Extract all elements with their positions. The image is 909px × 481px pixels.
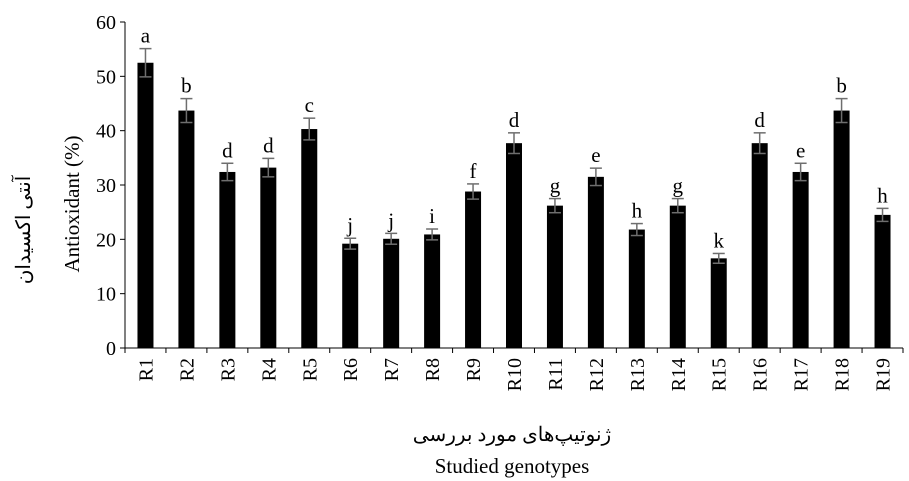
error-bar-r12 xyxy=(589,167,602,187)
significance-letter: i xyxy=(429,204,435,228)
x-tick-label: R18 xyxy=(832,358,854,391)
error-bar-r1 xyxy=(139,47,152,78)
error-bar-r16 xyxy=(753,132,766,155)
x-tick-label: R7 xyxy=(381,358,403,381)
significance-letter: g xyxy=(673,174,684,198)
error-bar-r7 xyxy=(385,232,398,245)
error-bar-r3 xyxy=(221,162,234,182)
x-axis-label: Studied genotypes xyxy=(435,454,590,478)
significance-letter: j xyxy=(346,213,353,237)
x-tick-label: R4 xyxy=(258,358,280,381)
significance-letter: e xyxy=(591,143,600,167)
error-bar-r17 xyxy=(794,162,807,182)
x-tick-label: R5 xyxy=(299,358,321,381)
significance-letter: d xyxy=(754,108,765,132)
error-bar-r4 xyxy=(262,157,275,178)
y-tick-label: 0 xyxy=(106,338,116,360)
y-tick-label: 60 xyxy=(96,12,116,34)
x-tick-label: R13 xyxy=(627,358,649,391)
significance-letter: j xyxy=(387,208,394,232)
bar-r3 xyxy=(219,171,236,348)
x-axis-label-persian: ژنوتیپ‌های مورد بررسی xyxy=(413,424,611,446)
significance-letter: b xyxy=(181,74,192,98)
x-tick-label: R14 xyxy=(668,358,690,391)
bar-r17 xyxy=(792,171,809,348)
y-tick-label: 10 xyxy=(96,284,116,306)
bar-r18 xyxy=(833,110,850,349)
bar-r4 xyxy=(260,167,277,348)
x-tick-label: R6 xyxy=(340,358,362,381)
y-axis-label: Antioxidant (%) xyxy=(60,135,84,272)
x-tick-label: R11 xyxy=(545,358,567,391)
x-axis-ticks: R1 R2 R3 R4 R5 R6 R7 R8 R9 R10 R11 R12 R13 R14 R15 R16 R… xyxy=(124,348,904,391)
bar-r15 xyxy=(710,258,727,348)
bar-r14 xyxy=(669,205,686,348)
x-tick-label: R10 xyxy=(504,358,526,391)
error-bar-r11 xyxy=(548,197,561,214)
bar-r11 xyxy=(546,205,563,348)
bar-r7 xyxy=(383,238,400,348)
significance-letter: d xyxy=(509,108,520,132)
x-tick-label: R1 xyxy=(135,358,157,381)
bar-r9 xyxy=(465,191,482,348)
bar-r6 xyxy=(342,243,359,348)
bar-r13 xyxy=(628,229,645,348)
bar-r10 xyxy=(506,143,522,348)
significance-letter: e xyxy=(796,138,805,162)
significance-letter: d xyxy=(263,133,274,157)
x-tick-label: R15 xyxy=(709,358,731,391)
y-tick-label: 40 xyxy=(96,121,116,143)
error-bar-r13 xyxy=(630,222,643,237)
y-axis-label-persian: آنتی اکسیدان xyxy=(11,174,35,284)
y-tick-label: 20 xyxy=(96,229,116,251)
significance-letter: h xyxy=(877,183,888,207)
x-tick-label: R17 xyxy=(791,358,813,391)
error-bar-r10 xyxy=(508,132,520,155)
significance-letters-group: a b d d c j j i f d g e h g k d e b h xyxy=(141,24,888,253)
error-bar-r19 xyxy=(876,207,889,223)
bar-r2 xyxy=(178,110,195,349)
x-tick-label: R9 xyxy=(463,358,485,381)
significance-letter: c xyxy=(305,93,314,117)
x-tick-label: R12 xyxy=(586,358,608,391)
y-tick-label: 50 xyxy=(96,66,116,88)
bar-r8 xyxy=(424,234,441,348)
error-bar-r2 xyxy=(180,97,193,124)
significance-letter: h xyxy=(632,199,643,223)
significance-letter: g xyxy=(550,174,561,198)
bar-r16 xyxy=(751,143,768,348)
error-bar-r15 xyxy=(712,252,725,264)
error-bar-r6 xyxy=(344,237,357,250)
error-bar-r18 xyxy=(835,97,848,124)
bar-r19 xyxy=(874,214,891,348)
error-bar-r8 xyxy=(426,228,439,241)
bar-r1 xyxy=(137,62,154,348)
error-bar-r5 xyxy=(303,117,316,141)
significance-letter: f xyxy=(470,159,477,183)
x-tick-label: R19 xyxy=(873,358,895,391)
x-tick-label: R8 xyxy=(422,358,444,381)
bar-r5 xyxy=(301,129,318,348)
significance-letter: a xyxy=(141,24,151,48)
error-bar-r9 xyxy=(467,183,480,200)
x-tick-label: R3 xyxy=(217,358,239,381)
x-tick-label: R16 xyxy=(750,358,772,391)
x-tick-label: R2 xyxy=(176,358,198,381)
bar-r12 xyxy=(587,176,604,348)
y-tick-label: 30 xyxy=(96,175,116,197)
y-axis-ticks: 0 10 20 30 40 50 60 xyxy=(96,12,125,360)
bars-group xyxy=(137,62,891,349)
error-bars-group xyxy=(139,47,889,264)
significance-letter: b xyxy=(836,74,847,98)
error-bar-r14 xyxy=(671,197,684,214)
significance-letter: d xyxy=(222,138,233,162)
significance-letter: k xyxy=(713,228,724,252)
